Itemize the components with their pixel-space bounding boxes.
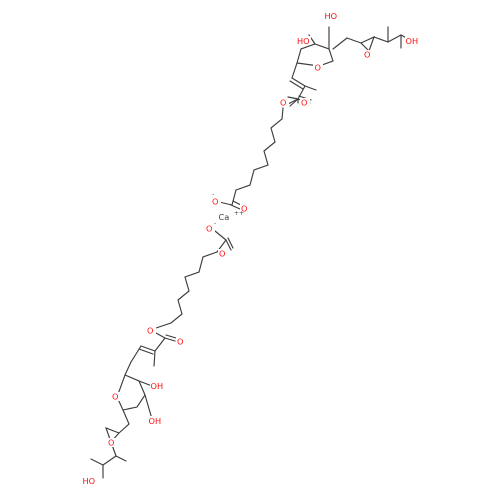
atom-oxygen: O bbox=[112, 392, 118, 402]
bond bbox=[153, 350, 156, 367]
bond bbox=[291, 62, 298, 79]
atom-oxygen: O bbox=[280, 98, 286, 108]
bond bbox=[304, 85, 317, 91]
upper-monate-chain bbox=[218, 26, 411, 210]
bond-chain bbox=[235, 107, 284, 191]
bond bbox=[165, 334, 177, 339]
bond bbox=[138, 380, 153, 387]
bond bbox=[231, 189, 237, 206]
charge-anion: - bbox=[212, 191, 214, 198]
pyran-ring bbox=[116, 374, 146, 411]
bond bbox=[387, 34, 402, 43]
bond bbox=[130, 345, 142, 363]
atom-hydroxyl: HO bbox=[325, 11, 338, 21]
atom-hydroxyl: HO bbox=[83, 476, 96, 486]
bond bbox=[332, 37, 348, 50]
bond bbox=[227, 237, 234, 249]
bond bbox=[291, 77, 306, 87]
atom-hydroxyl: OH bbox=[406, 36, 419, 46]
bond bbox=[122, 409, 130, 425]
bond bbox=[124, 361, 132, 376]
bond bbox=[214, 230, 227, 241]
bond bbox=[102, 455, 117, 466]
atom-oxygen: O bbox=[364, 50, 370, 60]
atom-oxygen: O bbox=[219, 249, 225, 259]
bond bbox=[115, 455, 127, 462]
bond-chain bbox=[155, 251, 218, 329]
atom-oxygen: O bbox=[206, 224, 212, 234]
atom-oxygen: O bbox=[212, 197, 218, 207]
bond bbox=[289, 80, 304, 90]
lower-monate-chain bbox=[90, 230, 234, 479]
bond bbox=[155, 332, 166, 339]
atom-calcium: Ca bbox=[219, 212, 230, 222]
atom-oxygen: O bbox=[177, 337, 183, 347]
atom-hydroxyl: OH bbox=[149, 416, 162, 426]
bond bbox=[140, 345, 156, 352]
bond bbox=[346, 37, 362, 44]
bond bbox=[164, 337, 176, 342]
bond bbox=[373, 36, 389, 43]
bond bbox=[138, 348, 154, 355]
bond bbox=[287, 96, 299, 100]
bond bbox=[297, 85, 306, 100]
bond bbox=[225, 239, 232, 251]
charge-calcium: ++ bbox=[234, 210, 244, 217]
atom-oxygen: O bbox=[301, 98, 307, 108]
bond bbox=[289, 98, 299, 107]
bond bbox=[144, 394, 153, 420]
atom-oxygen: O bbox=[241, 204, 247, 214]
atom-oxygen: O bbox=[108, 438, 114, 448]
bond bbox=[232, 200, 242, 206]
bond bbox=[218, 201, 233, 206]
atom-oxygen: O bbox=[147, 326, 153, 336]
atom-hydroxyl: OH bbox=[151, 381, 164, 391]
bond bbox=[230, 204, 241, 210]
atom-labels: O HO HO O OH O O O - O Ca ++ O - bbox=[82, 11, 420, 486]
atom-hydroxyl: HO bbox=[297, 36, 310, 46]
bond bbox=[154, 337, 166, 352]
bond bbox=[118, 423, 130, 434]
epoxide-ring bbox=[105, 427, 120, 444]
bond bbox=[90, 458, 104, 466]
charge-anion: - bbox=[214, 220, 216, 227]
epoxide-ring bbox=[360, 35, 376, 53]
atom-oxygen: O bbox=[315, 63, 321, 73]
